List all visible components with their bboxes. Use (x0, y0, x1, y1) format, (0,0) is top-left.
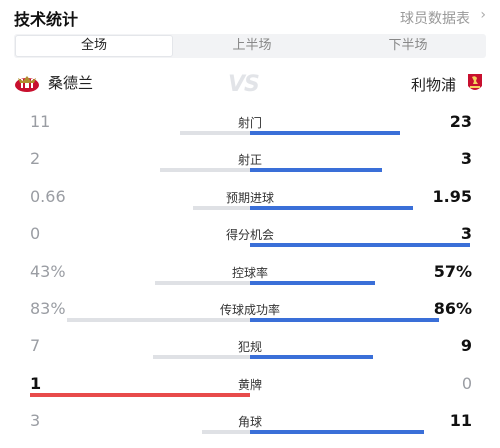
stat-label: 得分机会 (225, 228, 274, 242)
tab-full-match[interactable]: 全场 (15, 35, 173, 57)
stat-label: 传球成功率 (219, 303, 280, 317)
away-stat-bar (250, 430, 424, 434)
stat-label: 预期进球 (225, 191, 274, 205)
vs-mark: VS (228, 72, 260, 97)
stat-row: 43% 控球率 57% (0, 262, 500, 299)
home-stat-value: 1 (30, 374, 42, 393)
away-stat-bar (250, 318, 439, 322)
away-stat-value: 3 (460, 149, 472, 168)
liverpool-crest-icon (468, 74, 482, 90)
stat-label: 黄牌 (237, 378, 262, 392)
stat-label: 射正 (237, 153, 262, 167)
stat-label: 射门 (237, 116, 262, 130)
home-stat-value: 83% (30, 299, 66, 318)
chevron-right-icon[interactable]: › (480, 7, 486, 23)
home-stat-bar (193, 206, 250, 210)
stat-row: 0 得分机会 3 (0, 224, 500, 261)
away-stat-value: 0 (461, 374, 472, 393)
home-stat-bar (202, 430, 250, 434)
away-stat-value: 57% (433, 262, 472, 281)
home-stat-bar (30, 393, 250, 397)
away-team: 利物浦 (411, 72, 486, 96)
home-stat-bar (67, 318, 250, 322)
away-stat-bar (250, 131, 400, 135)
away-stat-value: 23 (449, 112, 472, 131)
stat-row: 0.66 预期进球 1.95 (0, 187, 500, 224)
away-stat-value: 11 (449, 411, 472, 430)
stat-row: 11 射门 23 (0, 112, 500, 149)
stat-label: 角球 (237, 415, 262, 429)
home-stat-value: 11 (30, 112, 51, 131)
stat-row: 7 犯规 9 (0, 336, 500, 373)
away-team-name: 利物浦 (410, 75, 456, 94)
away-stat-value: 86% (433, 299, 472, 318)
away-stat-bar (250, 243, 470, 247)
away-stat-bar (250, 355, 373, 359)
sunderland-crest-icon (15, 75, 39, 92)
home-stat-value: 0.66 (30, 187, 66, 206)
away-stat-value: 3 (460, 224, 472, 243)
home-stat-bar (153, 355, 250, 359)
away-stat-bar (250, 206, 413, 210)
player-stats-link[interactable]: 球员数据表 (400, 11, 470, 27)
home-team: 桑德兰 (14, 72, 93, 93)
stat-row: 1 黄牌 0 (0, 374, 500, 411)
away-stat-bar (250, 281, 375, 285)
home-team-name: 桑德兰 (48, 74, 94, 92)
tab-second-half[interactable]: 下半场 (388, 38, 428, 53)
section-title: 技术统计 (14, 10, 79, 29)
away-stat-value: 1.95 (432, 187, 472, 206)
stats-header: 技术统计 球员数据表 › (0, 0, 500, 32)
stat-label: 犯规 (237, 340, 262, 354)
away-stat-bar (250, 168, 382, 172)
stat-row: 3 角球 11 (0, 411, 500, 448)
home-stat-bar (155, 281, 250, 285)
stat-row: 83% 传球成功率 86% (0, 299, 500, 336)
away-stat-value: 9 (460, 336, 472, 355)
stat-label: 控球率 (231, 266, 268, 280)
period-tabs: 全场 上半场 下半场 (14, 34, 486, 58)
home-stat-value: 2 (30, 149, 41, 168)
teams-row: 桑德兰 VS 利物浦 (0, 70, 500, 98)
home-stat-value: 3 (30, 411, 41, 430)
stat-row: 2 射正 3 (0, 149, 500, 186)
home-stat-value: 0 (30, 224, 41, 243)
home-stat-value: 43% (30, 262, 66, 281)
home-stat-bar (160, 168, 250, 172)
home-stat-bar (180, 131, 250, 135)
home-stat-value: 7 (30, 336, 41, 355)
tab-first-half[interactable]: 上半场 (232, 38, 272, 53)
